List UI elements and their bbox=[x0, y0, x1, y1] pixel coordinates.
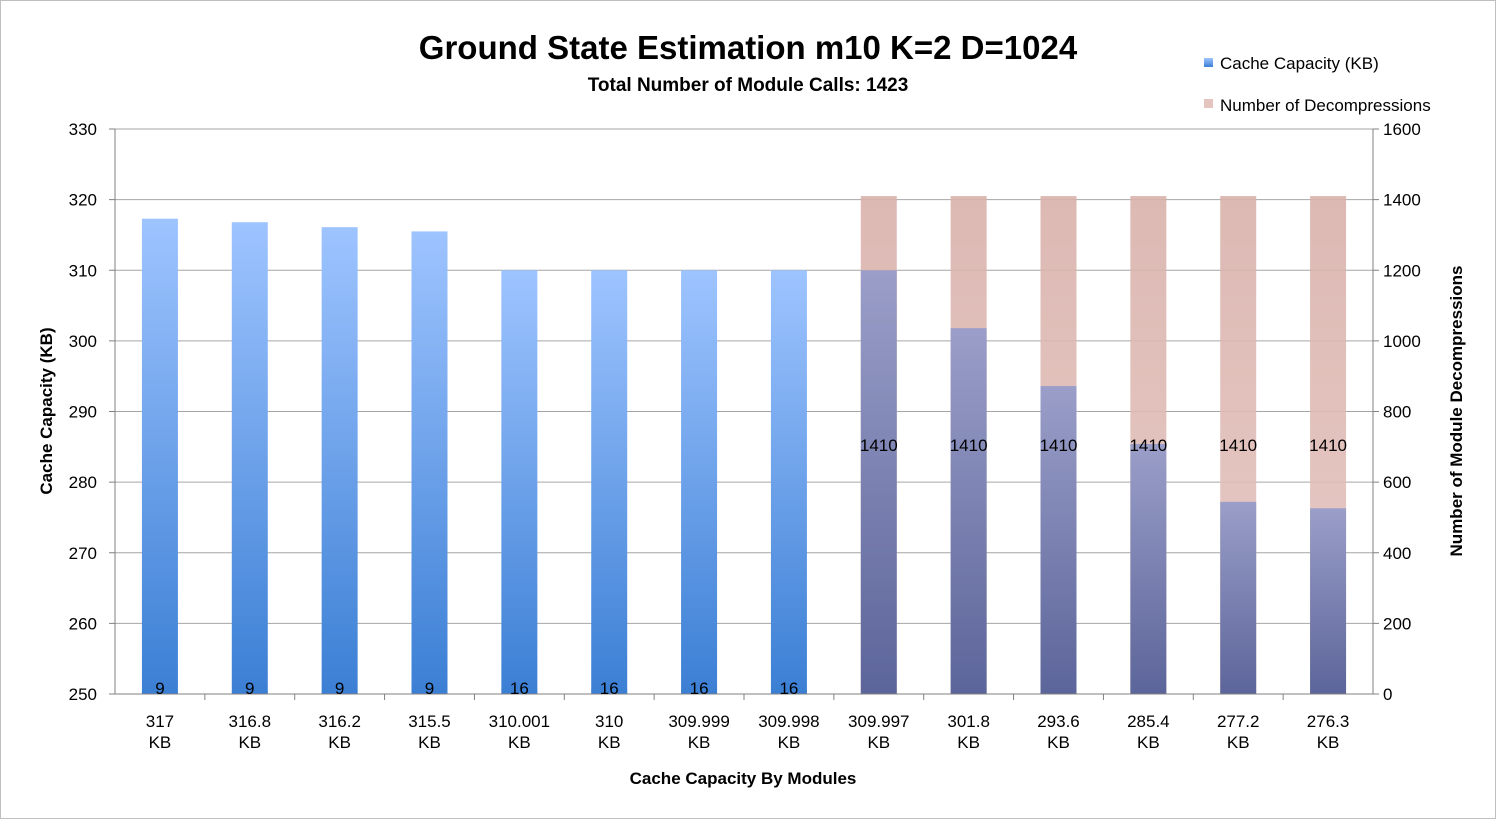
x-tick-label: 317 KB bbox=[146, 712, 174, 752]
y2-tick-label: 1600 bbox=[1383, 120, 1421, 139]
cache-capacity-bar bbox=[1220, 501, 1257, 694]
cache-capacity-bar bbox=[1040, 386, 1077, 694]
y-tick-label: 280 bbox=[69, 473, 97, 492]
y2-tick-label: 1200 bbox=[1383, 261, 1421, 280]
decompressions-data-label: 9 bbox=[155, 679, 164, 698]
x-axis-title: Cache Capacity By Modules bbox=[630, 769, 857, 788]
decompressions-data-label: 1410 bbox=[950, 436, 988, 455]
y-tick-label: 320 bbox=[69, 191, 97, 210]
cache-capacity-bar bbox=[501, 270, 538, 694]
cache-capacity-bar bbox=[321, 227, 358, 694]
x-tick-label: 293.6 KB bbox=[1037, 712, 1080, 752]
chart-title: Ground State Estimation m10 K=2 D=1024 bbox=[419, 29, 1078, 66]
tick-labels: 250 260 270 280 290 300 310 320 330 0 200 400 600 800… bbox=[69, 120, 1421, 752]
cache-capacity-bar bbox=[681, 270, 718, 694]
x-tick-label: 315.5 KB bbox=[408, 712, 451, 752]
y2-tick-label: 200 bbox=[1383, 614, 1411, 633]
decompressions-data-label: 9 bbox=[245, 679, 254, 698]
y2-axis-title: Number of Module Decompressions bbox=[1447, 266, 1466, 557]
series-cache-capacity bbox=[141, 218, 1347, 694]
decompressions-data-label: 9 bbox=[335, 679, 344, 698]
y-tick-label: 260 bbox=[69, 614, 97, 633]
decompressions-data-label: 1410 bbox=[1309, 436, 1347, 455]
x-tick-label: 276.3 KB bbox=[1307, 712, 1350, 752]
y-tick-label: 250 bbox=[69, 685, 97, 704]
legend-swatch-cache-capacity bbox=[1204, 58, 1213, 67]
x-tick-label: 316.2 KB bbox=[318, 712, 361, 752]
cache-capacity-bar bbox=[860, 270, 897, 694]
x-tick-label: 309.997 KB bbox=[848, 712, 909, 752]
x-tick-label: 316.8 KB bbox=[229, 712, 272, 752]
y2-tick-label: 600 bbox=[1383, 473, 1411, 492]
y-axis-title: Cache Capacity (KB) bbox=[37, 327, 56, 494]
decompressions-data-label: 1410 bbox=[1040, 436, 1078, 455]
y-tick-label: 330 bbox=[69, 120, 97, 139]
y2-tick-label: 0 bbox=[1383, 685, 1392, 704]
cache-capacity-bar bbox=[231, 222, 268, 694]
legend-label-decompressions: Number of Decompressions bbox=[1220, 96, 1431, 115]
cache-capacity-bar bbox=[591, 270, 628, 694]
x-tick-label: 310 KB bbox=[595, 712, 623, 752]
chart-subtitle: Total Number of Module Calls: 1423 bbox=[588, 75, 909, 96]
decompressions-data-label: 1410 bbox=[1219, 436, 1257, 455]
y2-tick-label: 400 bbox=[1383, 544, 1411, 563]
y-tick-label: 300 bbox=[69, 332, 97, 351]
x-tick-label: 309.999 KB bbox=[668, 712, 729, 752]
x-tick-label: 277.2 KB bbox=[1217, 712, 1260, 752]
decompressions-data-label: 1410 bbox=[860, 436, 898, 455]
x-tick-label: 301.8 KB bbox=[947, 712, 990, 752]
y2-tick-label: 1000 bbox=[1383, 332, 1421, 351]
cache-capacity-bar bbox=[1130, 443, 1167, 694]
decompressions-data-label: 16 bbox=[690, 679, 709, 698]
x-tick-label: 309.998 KB bbox=[758, 712, 819, 752]
gridlines bbox=[115, 128, 1373, 695]
legend-label-cache-capacity: Cache Capacity (KB) bbox=[1220, 54, 1379, 73]
cache-capacity-bar bbox=[411, 231, 448, 694]
y2-tick-label: 800 bbox=[1383, 403, 1411, 422]
decompressions-data-label: 9 bbox=[425, 679, 434, 698]
cache-capacity-bar bbox=[950, 328, 987, 694]
cache-capacity-bar bbox=[141, 218, 178, 694]
axes bbox=[109, 128, 1379, 700]
decompressions-data-label: 16 bbox=[510, 679, 529, 698]
x-tick-label: 285.4 KB bbox=[1127, 712, 1170, 752]
data-labels: 9 9 9 9 16 16 16 16 1410 1410 1410 1410 1410 1410 bbox=[155, 436, 1347, 698]
cache-capacity-bar bbox=[1310, 508, 1347, 694]
legend-swatch-decompressions bbox=[1204, 99, 1213, 108]
decompressions-data-label: 1410 bbox=[1129, 436, 1167, 455]
y-tick-label: 290 bbox=[69, 403, 97, 422]
decompressions-data-label: 16 bbox=[600, 679, 619, 698]
decompressions-data-label: 16 bbox=[779, 679, 798, 698]
legend: Cache Capacity (KB) Number of Decompress… bbox=[1204, 54, 1431, 115]
x-tick-label: 310.001 KB bbox=[489, 712, 550, 752]
y2-tick-label: 1400 bbox=[1383, 191, 1421, 210]
y-tick-label: 270 bbox=[69, 544, 97, 563]
y-tick-label: 310 bbox=[69, 261, 97, 280]
cache-capacity-bar bbox=[770, 270, 807, 694]
